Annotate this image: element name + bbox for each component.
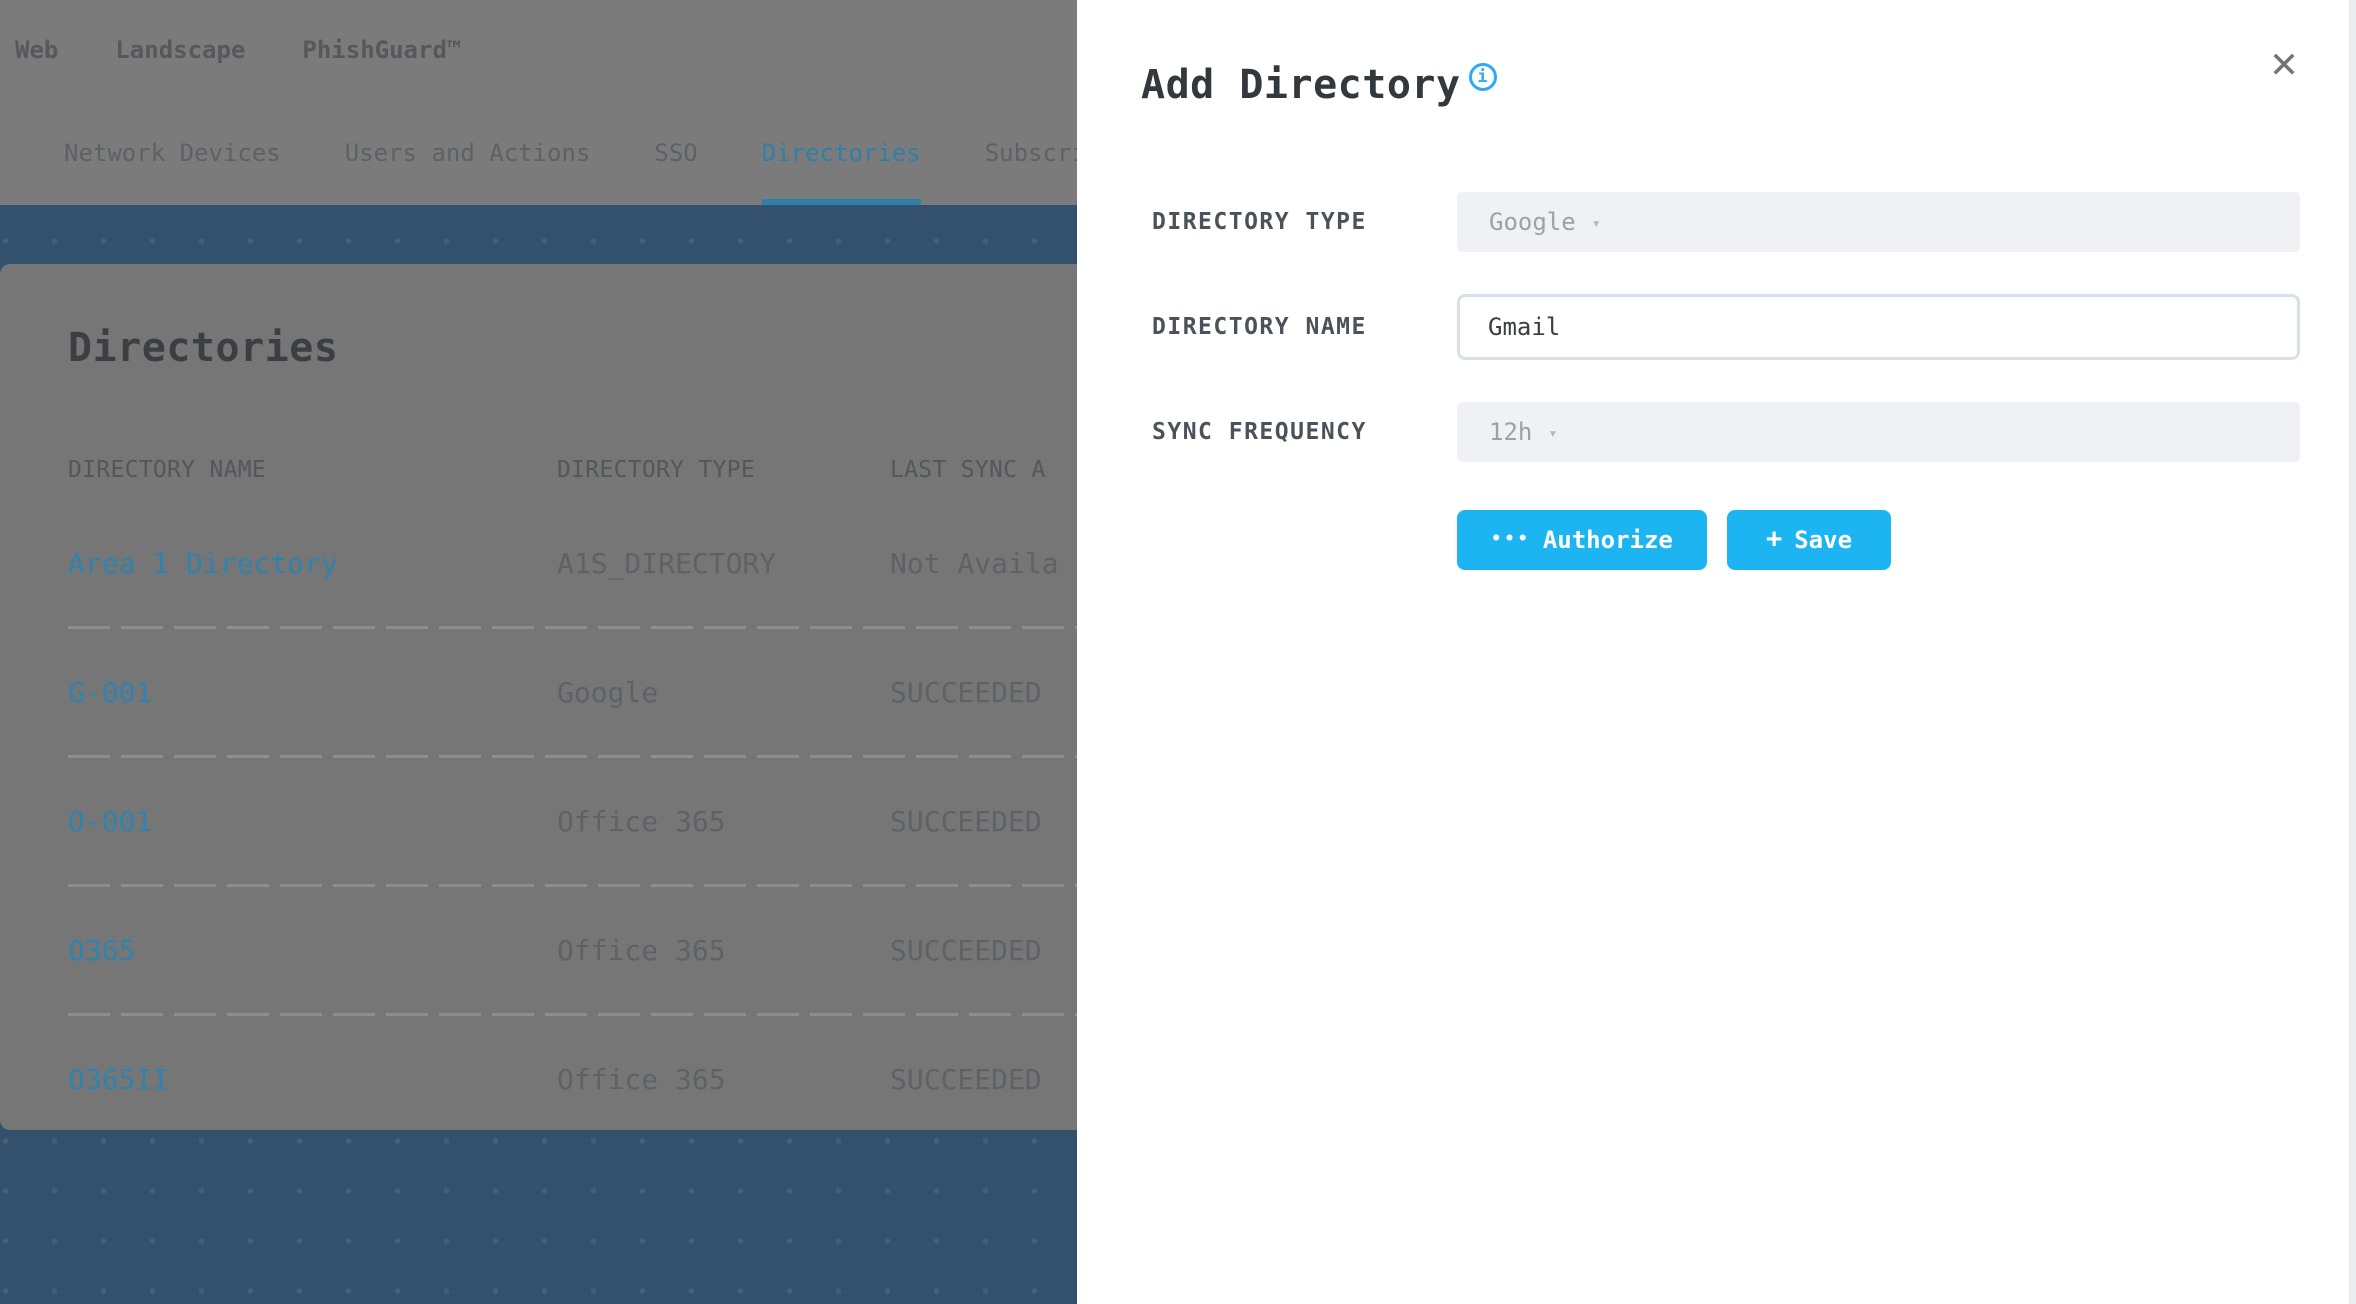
- close-button[interactable]: ✕: [2256, 34, 2312, 90]
- directories-table: DIRECTORY NAME DIRECTORY TYPE LAST SYNC …: [68, 440, 1700, 1130]
- drawer-actions: ••• Authorize + Save: [1457, 510, 1891, 570]
- drawer-scrollbar[interactable]: [2349, 0, 2356, 1304]
- directory-name-link[interactable]: O365II: [68, 1062, 170, 1096]
- table-row: O365II Office 365 SUCCEEDED: [68, 1016, 1700, 1130]
- directory-type-select[interactable]: Google ▾: [1457, 192, 2300, 252]
- tab-subscriptions[interactable]: Subscri: [984, 138, 1086, 167]
- directory-type-cell: Office 365: [557, 804, 726, 838]
- last-sync-cell: SUCCEEDED: [890, 1062, 1042, 1096]
- directory-type-cell: Office 365: [557, 1062, 726, 1096]
- directory-name-link[interactable]: Area 1 Directory: [68, 546, 338, 580]
- tab-sso[interactable]: SSO: [654, 138, 698, 167]
- table-row: G-001 Google SUCCEEDED: [68, 629, 1700, 755]
- directory-type-label: DIRECTORY TYPE: [1152, 209, 1367, 235]
- close-icon: ✕: [2270, 36, 2298, 88]
- drawer-title-text: Add Directory: [1141, 62, 1461, 108]
- brand-nav: Web Landscape PhishGuard™: [0, 0, 461, 100]
- save-button[interactable]: + Save: [1727, 510, 1891, 570]
- directory-type-value: Google: [1489, 208, 1576, 236]
- last-sync-cell: SUCCEEDED: [890, 804, 1042, 838]
- directory-name-input[interactable]: [1457, 294, 2300, 360]
- sync-frequency-select[interactable]: 12h ▾: [1457, 402, 2300, 462]
- sync-frequency-field-row: SYNC FREQUENCY 12h ▾: [1152, 402, 2300, 462]
- row-separator: [68, 755, 1660, 758]
- table-row: Area 1 Directory A1S_DIRECTORY Not Avail…: [68, 500, 1700, 626]
- brand-item-web[interactable]: Web: [15, 36, 59, 64]
- drawer-title: Add Directory i: [1141, 62, 1497, 108]
- authorize-button[interactable]: ••• Authorize: [1457, 510, 1707, 570]
- row-separator: [68, 626, 1660, 629]
- authorize-button-label: Authorize: [1542, 526, 1673, 554]
- directory-type-field-row: DIRECTORY TYPE Google ▾: [1152, 192, 2300, 252]
- column-header-type: DIRECTORY TYPE: [557, 457, 756, 483]
- tab-directories[interactable]: Directories: [761, 100, 921, 205]
- directory-name-link[interactable]: G-001: [68, 675, 153, 709]
- directory-name-link[interactable]: O-001: [68, 804, 153, 838]
- tab-bar: Network Devices Users and Actions SSO Di…: [0, 100, 2356, 205]
- directory-name-label: DIRECTORY NAME: [1152, 314, 1367, 340]
- table-header-row: DIRECTORY NAME DIRECTORY TYPE LAST SYNC …: [68, 440, 1700, 500]
- ellipsis-icon: •••: [1491, 529, 1531, 549]
- directory-type-cell: Office 365: [557, 933, 726, 967]
- row-separator: [68, 884, 1660, 887]
- last-sync-cell: Not Availa: [890, 546, 1059, 580]
- directory-type-cell: A1S_DIRECTORY: [557, 546, 777, 580]
- tab-network-devices[interactable]: Network Devices: [64, 138, 281, 167]
- column-header-name: DIRECTORY NAME: [68, 457, 267, 483]
- plus-icon: +: [1765, 522, 1783, 554]
- brand-item-landscape[interactable]: Landscape: [115, 36, 246, 64]
- last-sync-cell: SUCCEEDED: [890, 933, 1042, 967]
- info-icon[interactable]: i: [1468, 63, 1497, 91]
- directory-name-field-row: DIRECTORY NAME: [1152, 294, 2300, 360]
- directory-type-cell: Google: [557, 675, 659, 709]
- add-directory-drawer: Add Directory i ✕ DIRECTORY TYPE Google ▾…: [1077, 0, 2356, 1304]
- brand-item-phishguard[interactable]: PhishGuard™: [302, 36, 462, 64]
- table-row: O-001 Office 365 SUCCEEDED: [68, 758, 1700, 884]
- table-row: O365 Office 365 SUCCEEDED: [68, 887, 1700, 1013]
- sync-frequency-value: 12h: [1489, 418, 1533, 446]
- chevron-down-icon: ▾: [1548, 424, 1558, 442]
- column-header-last-sync: LAST SYNC A: [890, 457, 1046, 483]
- page-title: Directories: [68, 325, 339, 371]
- save-button-label: Save: [1794, 526, 1853, 554]
- modal-backdrop[interactable]: [0, 0, 1077, 1304]
- tab-users-and-actions[interactable]: Users and Actions: [344, 138, 591, 167]
- last-sync-cell: SUCCEEDED: [890, 675, 1042, 709]
- row-separator: [68, 1013, 1660, 1016]
- directory-name-link[interactable]: O365: [68, 933, 136, 967]
- chevron-down-icon: ▾: [1591, 214, 1601, 232]
- sync-frequency-label: SYNC FREQUENCY: [1152, 419, 1367, 445]
